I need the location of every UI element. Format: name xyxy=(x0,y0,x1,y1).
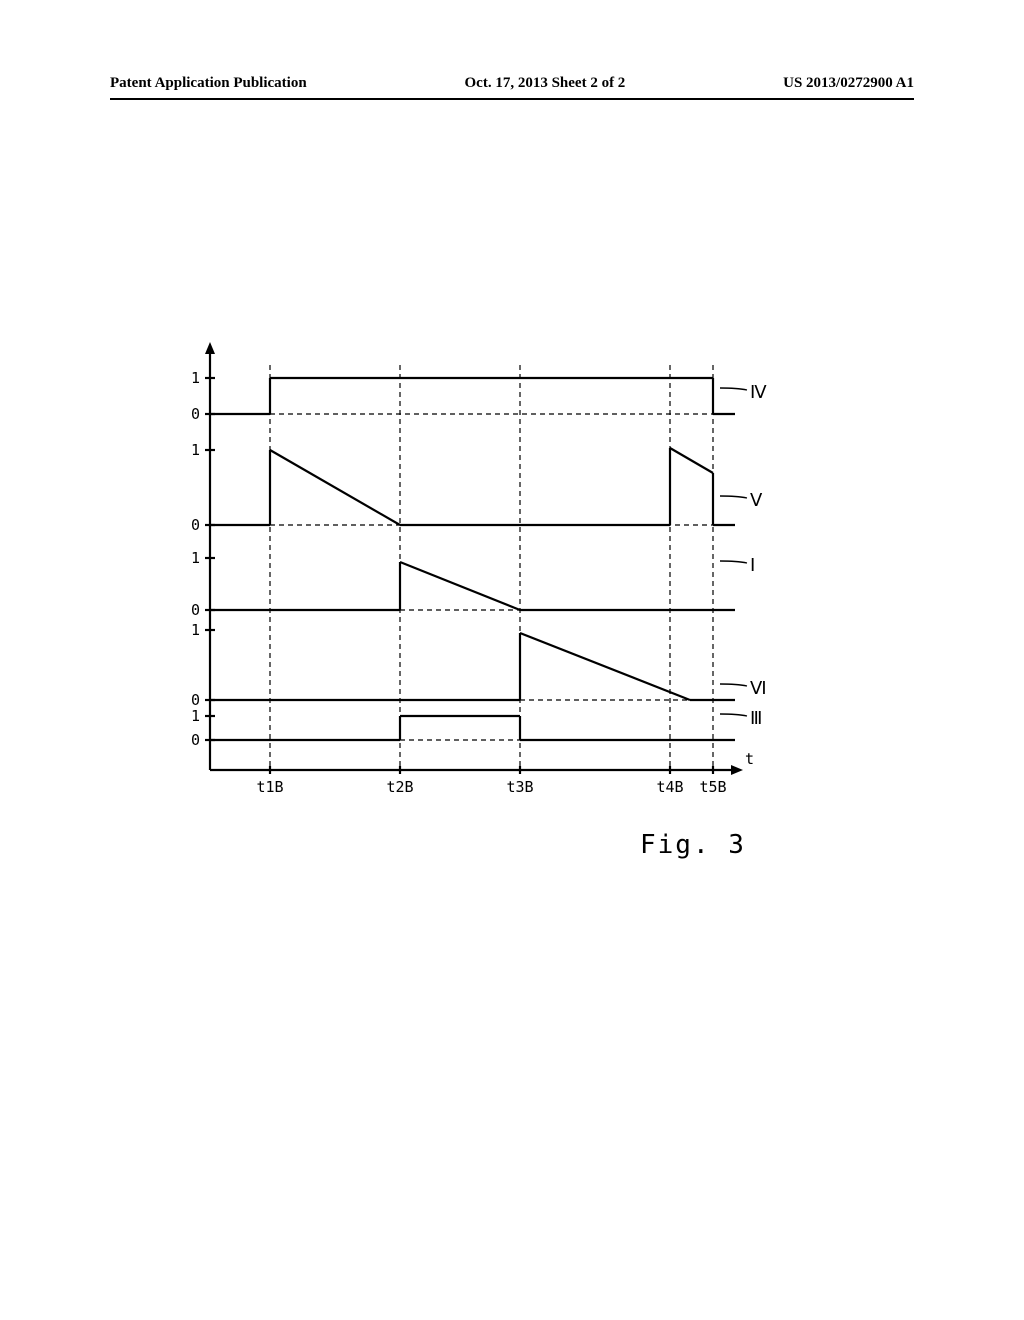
svg-text:1: 1 xyxy=(191,441,200,459)
svg-text:1: 1 xyxy=(191,549,200,567)
svg-text:1: 1 xyxy=(191,707,200,725)
timing-diagram-svg: tt1Bt2Bt3Bt4Bt5B10Ⅳ10Ⅴ10Ⅰ10Ⅵ10Ⅲ xyxy=(175,340,775,820)
header-center: Oct. 17, 2013 Sheet 2 of 2 xyxy=(465,75,626,92)
svg-text:t2B: t2B xyxy=(386,778,413,796)
header-right: US 2013/0272900 A1 xyxy=(783,75,914,92)
svg-text:Ⅲ: Ⅲ xyxy=(750,708,762,728)
figure-label: Fig. 3 xyxy=(640,830,746,860)
svg-text:1: 1 xyxy=(191,369,200,387)
svg-text:0: 0 xyxy=(191,516,200,534)
svg-text:t1B: t1B xyxy=(256,778,283,796)
svg-text:0: 0 xyxy=(191,601,200,619)
svg-text:t: t xyxy=(745,750,754,768)
svg-text:t3B: t3B xyxy=(506,778,533,796)
svg-text:0: 0 xyxy=(191,731,200,749)
header-rule xyxy=(110,98,914,100)
svg-text:Ⅵ: Ⅵ xyxy=(750,678,767,698)
svg-text:Ⅰ: Ⅰ xyxy=(750,555,755,575)
header-left: Patent Application Publication xyxy=(110,75,307,92)
svg-text:Ⅳ: Ⅳ xyxy=(750,382,767,402)
page-header: Patent Application Publication Oct. 17, … xyxy=(0,75,1024,92)
svg-text:1: 1 xyxy=(191,621,200,639)
svg-text:t4B: t4B xyxy=(656,778,683,796)
svg-text:Ⅴ: Ⅴ xyxy=(750,490,763,510)
timing-diagram: tt1Bt2Bt3Bt4Bt5B10Ⅳ10Ⅴ10Ⅰ10Ⅵ10Ⅲ xyxy=(175,340,775,820)
svg-text:t5B: t5B xyxy=(699,778,726,796)
svg-text:0: 0 xyxy=(191,405,200,423)
